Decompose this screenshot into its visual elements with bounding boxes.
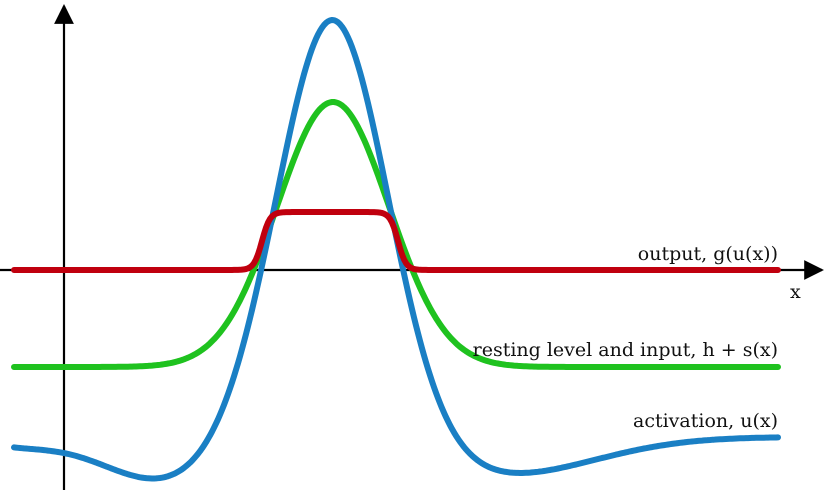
output-label: output, g(u(x)) <box>638 243 778 265</box>
input-label: resting level and input, h + s(x) <box>473 339 778 361</box>
activation-label: activation, u(x) <box>633 410 778 432</box>
output-curve <box>11 209 781 273</box>
x-axis-label: x <box>790 281 801 303</box>
